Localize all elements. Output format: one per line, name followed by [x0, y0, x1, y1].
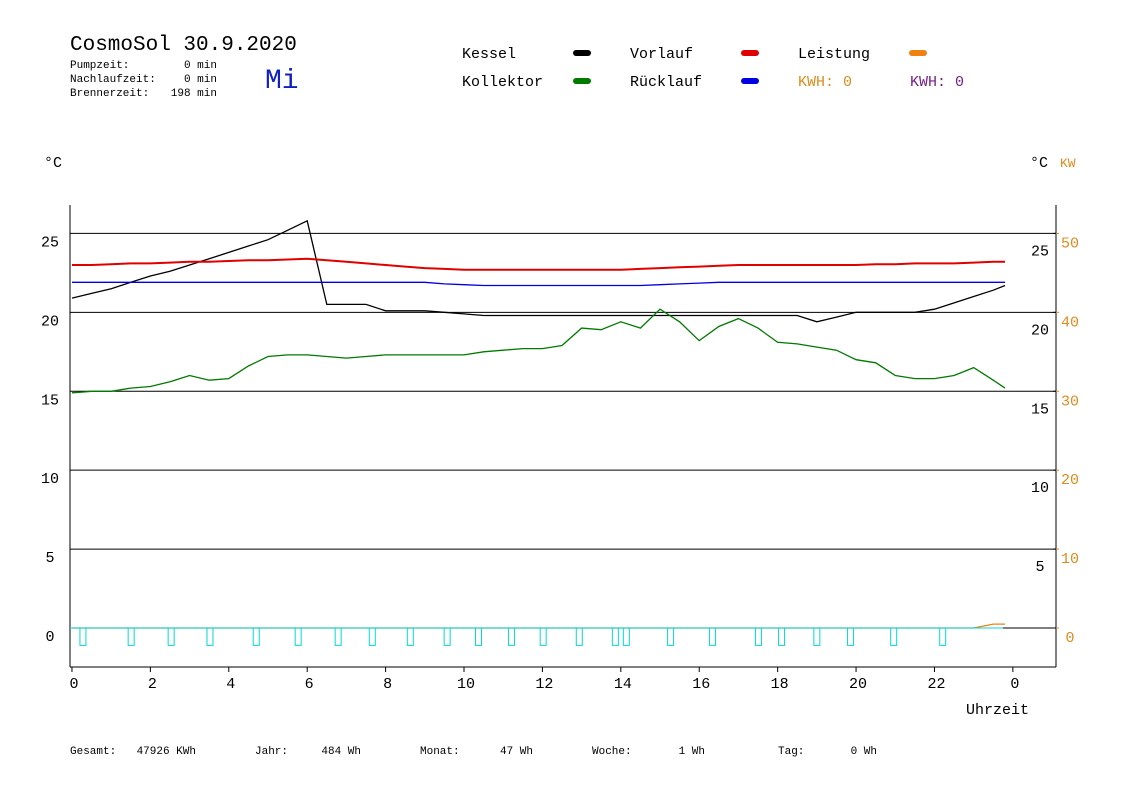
y-right-tick-label: 5 — [1035, 559, 1044, 576]
series-line — [71, 308, 1006, 394]
x-tick-label: 14 — [614, 676, 632, 693]
x-tick-label: 0 — [69, 676, 78, 693]
x-tick-label: 18 — [771, 676, 789, 693]
x-tick-label: 10 — [457, 676, 475, 693]
pump-pulse — [575, 627, 583, 646]
chart-title: CosmoSol 30.9.2020 — [70, 34, 297, 57]
weekday: Mi — [265, 66, 299, 97]
y2-axis-unit-c: °C — [1030, 155, 1048, 172]
pump-pulse — [622, 627, 630, 646]
y-tick-label: 10 — [41, 471, 59, 488]
pump-pulse — [368, 627, 376, 646]
pump-pulse — [539, 627, 547, 646]
x-tick-label: 8 — [383, 676, 392, 693]
pump-pulse — [334, 627, 342, 646]
info-label: Nachlaufzeit: — [70, 74, 156, 86]
x-tick-label: 20 — [849, 676, 867, 693]
x-tick-label: 4 — [226, 676, 235, 693]
pump-pulse — [667, 627, 675, 646]
series-line — [72, 281, 1005, 287]
y2-tick-label: 30 — [1061, 393, 1079, 410]
pump-pulse — [939, 627, 947, 646]
pump-pulse — [294, 627, 302, 646]
y-right-tick-label: 10 — [1031, 480, 1049, 497]
y-axis-unit: °C — [44, 155, 62, 172]
y2-tick-label: 10 — [1061, 551, 1079, 568]
pump-pulse — [406, 627, 414, 646]
series-line — [72, 257, 1005, 271]
info-label: Pumpzeit: — [70, 60, 129, 72]
x-tick-label: 6 — [305, 676, 314, 693]
info-label: Brennerzeit: — [70, 88, 149, 100]
y-tick-label: 20 — [41, 313, 59, 330]
pump-pulse — [611, 627, 619, 646]
footer-label: Gesamt: — [70, 746, 116, 758]
footer-label: Monat: — [420, 746, 460, 758]
pump-pulse — [475, 627, 483, 646]
pump-pulse — [79, 627, 87, 646]
footer-value: 47 Wh — [500, 746, 533, 758]
pump-pulse — [847, 627, 855, 646]
series-line — [72, 623, 1005, 629]
info-value: 0 min — [184, 60, 217, 72]
legend-label: Rücklauf — [630, 74, 702, 91]
pump-pulse — [709, 627, 717, 646]
info-value: 198 min — [171, 88, 217, 100]
info-value: 0 min — [184, 74, 217, 86]
y2-tick-label: 40 — [1061, 314, 1079, 331]
footer-value: 1 Wh — [679, 746, 705, 758]
pump-pulse — [252, 627, 260, 646]
pump-pulse — [206, 627, 214, 646]
kwh-label: KWH: 0 — [910, 74, 964, 91]
pump-pulse — [507, 627, 515, 646]
y-right-tick-label: 20 — [1031, 322, 1049, 339]
legend-label: Kessel — [462, 46, 516, 63]
pump-pulse — [778, 627, 786, 646]
pump-pulse — [167, 627, 175, 646]
y-tick-label: 5 — [45, 550, 54, 567]
footer-value: 47926 KWh — [137, 746, 196, 758]
x-axis-label: Uhrzeit — [966, 702, 1029, 719]
y2-tick-label: 50 — [1061, 235, 1079, 252]
x-tick-label: 2 — [148, 676, 157, 693]
y-tick-label: 15 — [41, 392, 59, 409]
series-line — [71, 219, 1006, 323]
y-right-tick-label: 15 — [1031, 401, 1049, 418]
legend-label: Leistung — [798, 46, 870, 63]
y-right-tick-label: 25 — [1031, 243, 1049, 260]
pump-pulse — [127, 627, 135, 646]
pump-pulse — [890, 627, 898, 646]
y2-axis-unit: KW — [1060, 156, 1076, 171]
footer-label: Woche: — [592, 746, 632, 758]
y-tick-label: 0 — [45, 629, 54, 646]
x-tick-label: 22 — [927, 676, 945, 693]
y-tick-label: 25 — [41, 234, 59, 251]
footer-label: Jahr: — [255, 746, 288, 758]
x-tick-label: 16 — [692, 676, 710, 693]
footer-label: Tag: — [778, 746, 804, 758]
pump-pulse — [443, 627, 451, 646]
legend-label: Kollektor — [462, 74, 543, 91]
pump-pulse — [813, 627, 821, 646]
legend-label: Vorlauf — [630, 46, 693, 63]
x-tick-label: 0 — [1010, 676, 1019, 693]
x-tick-label: 12 — [535, 676, 553, 693]
kwh-label: KWH: 0 — [798, 74, 852, 91]
footer-value: 484 Wh — [321, 746, 361, 758]
y2-tick-label: 20 — [1061, 472, 1079, 489]
footer-value: 0 Wh — [851, 746, 877, 758]
pump-pulse — [754, 627, 762, 646]
y2-tick-label: 0 — [1065, 630, 1074, 647]
